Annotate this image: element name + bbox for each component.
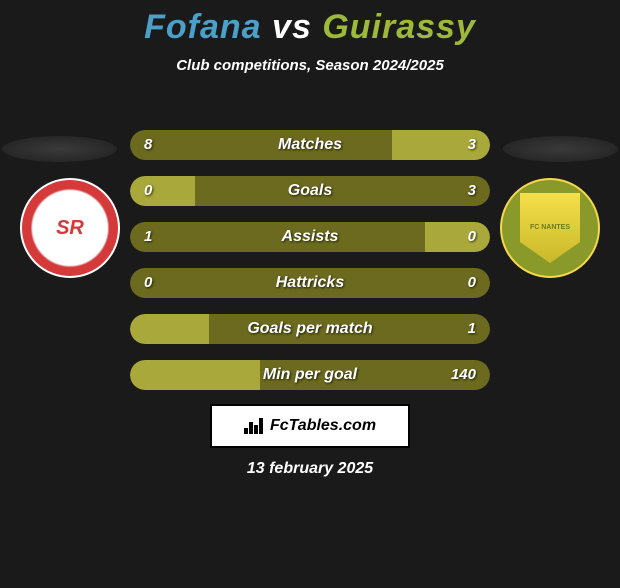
bar-value-right: 3 <box>468 130 476 160</box>
bar-label: Goals per match <box>130 314 490 344</box>
bar-row: Goals per match1 <box>130 314 490 344</box>
shadow-right <box>503 136 618 162</box>
bar-value-right: 0 <box>468 222 476 252</box>
bar-row: Goals0 3 <box>130 176 490 206</box>
crest-left-monogram: SR <box>41 199 99 257</box>
bar-label: Matches <box>130 130 490 160</box>
bar-row: Assists1 0 <box>130 222 490 252</box>
bar-value-left: 0 <box>144 268 152 298</box>
crest-right-label: FC NANTES <box>520 193 580 263</box>
bar-value-left: 0 <box>144 176 152 206</box>
bar-value-left: 8 <box>144 130 152 160</box>
bar-label: Hattricks <box>130 268 490 298</box>
bar-row: Min per goal140 <box>130 360 490 390</box>
title-vs: vs <box>272 8 312 46</box>
bar-value-right: 140 <box>451 360 476 390</box>
date-label: 13 february 2025 <box>0 460 620 478</box>
title-player-left: Fofana <box>144 8 261 46</box>
bar-label: Goals <box>130 176 490 206</box>
club-crest-right: FC NANTES <box>500 178 600 278</box>
source-badge: FcTables.com <box>210 404 410 448</box>
subtitle: Club competitions, Season 2024/2025 <box>0 57 620 74</box>
bar-value-left: 1 <box>144 222 152 252</box>
page-title: Fofana vs Guirassy <box>0 8 620 47</box>
source-text: FcTables.com <box>270 417 376 435</box>
club-crest-left: SR <box>20 178 120 278</box>
bar-value-right: 0 <box>468 268 476 298</box>
bar-value-right: 3 <box>468 176 476 206</box>
title-player-right: Guirassy <box>322 8 476 46</box>
shadow-left <box>2 136 117 162</box>
bar-chart-icon <box>244 418 264 434</box>
bar-label: Min per goal <box>130 360 490 390</box>
comparison-bars: Matches83Goals03Assists10Hattricks00Goal… <box>130 130 490 406</box>
bar-row: Matches8 3 <box>130 130 490 160</box>
bar-label: Assists <box>130 222 490 252</box>
bar-row: Hattricks0 0 <box>130 268 490 298</box>
bar-value-right: 1 <box>468 314 476 344</box>
